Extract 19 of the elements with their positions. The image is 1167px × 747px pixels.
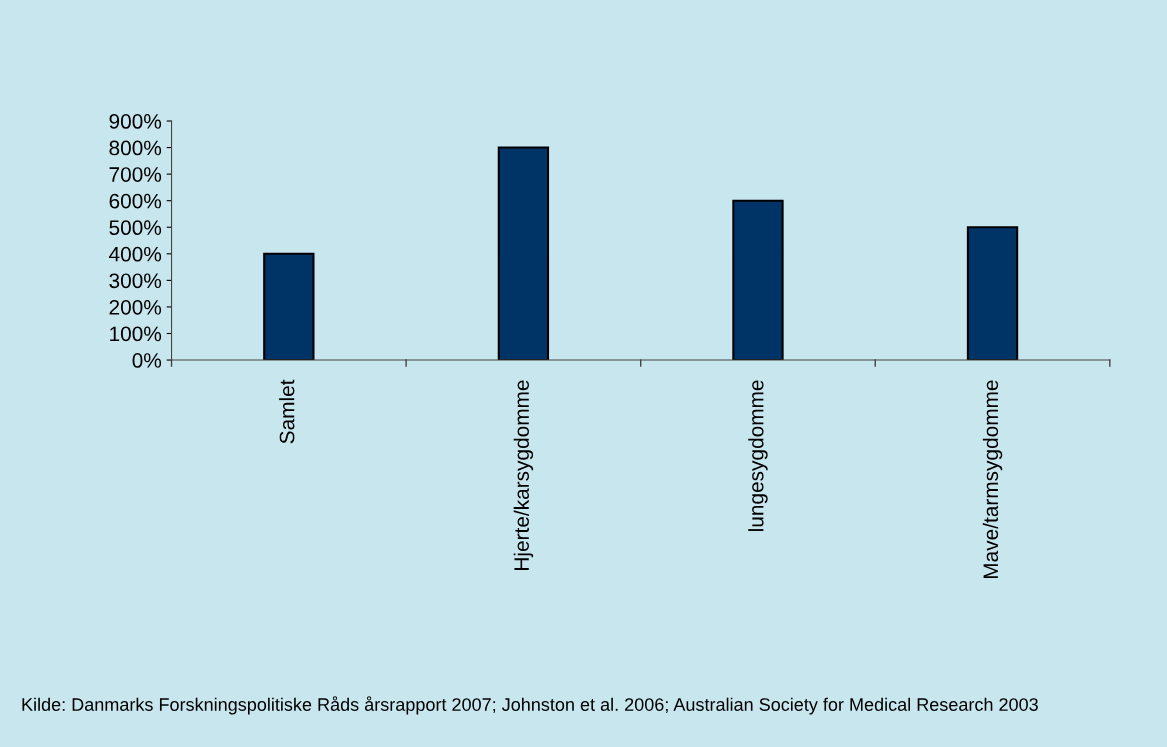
bar — [732, 199, 784, 361]
y-tick-label: 500% — [109, 220, 162, 236]
y-tick-label: 100% — [110, 326, 162, 342]
y-tick-label: 200% — [109, 299, 162, 315]
x-tick-label: Mave/tarmsygdomme — [982, 380, 1003, 579]
y-tick-label: 300% — [109, 273, 162, 289]
x-tick-label: Hjerte/karsygdomme — [513, 380, 534, 570]
y-tick-label: 600% — [109, 193, 162, 209]
bar — [263, 252, 315, 361]
y-tick-label: 900% — [109, 114, 162, 129]
y-tick-label: 400% — [109, 246, 162, 262]
bar — [966, 226, 1019, 361]
text: Kilde: Danmarks Forskningspolitiske Råds årsrapport 2007; Johnston et al. 2006; Australian Society for Medical Research 2003 — [22, 696, 1038, 715]
y-tick-label: 700% — [109, 167, 162, 182]
x-tick-label: lungesygdomme — [748, 380, 768, 531]
y-tick-label: 800% — [109, 140, 162, 156]
bar — [497, 146, 550, 361]
y-tick-label: 0% — [132, 353, 162, 368]
x-tick-label: Samlet — [279, 379, 295, 444]
